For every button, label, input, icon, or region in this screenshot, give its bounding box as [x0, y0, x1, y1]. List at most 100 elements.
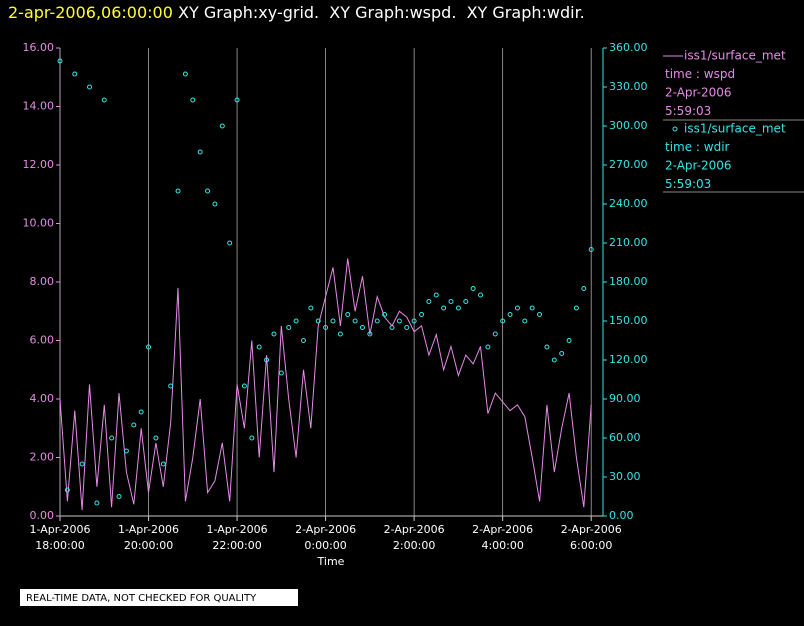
wdir-point — [131, 422, 137, 428]
y2-tick-label: 120.00 — [609, 353, 648, 366]
legend-text: 5:59:03 — [665, 104, 711, 118]
wdir-point — [448, 299, 454, 304]
legend-text: 2-Apr-2006 — [665, 86, 732, 100]
y2-tick-label: 330.00 — [609, 80, 648, 93]
wdir-point — [249, 435, 255, 441]
wdir-point — [160, 461, 166, 467]
wdir-point — [500, 318, 506, 324]
y2-tick-label: 210.00 — [609, 236, 648, 249]
wdir-point — [109, 435, 115, 441]
wdir-point — [374, 318, 380, 324]
legend-text: iss1/surface_met — [684, 49, 786, 63]
wdir-point — [190, 97, 196, 103]
wdir-point — [463, 299, 469, 304]
wdir-point — [529, 305, 535, 311]
x-tick-label: 2-Apr-2006 4:00:00 — [472, 523, 533, 552]
wdir-point — [382, 312, 388, 317]
wdir-point — [537, 312, 543, 317]
wdir-point — [286, 325, 292, 330]
wspd-line — [59, 258, 592, 511]
wdir-point — [153, 435, 159, 441]
wdir-point — [404, 325, 410, 330]
header-graphs: XY Graph:xy-grid. XY Graph:wspd. XY Grap… — [173, 3, 585, 22]
wdir-point — [544, 344, 550, 350]
y-tick-label: 2.00 — [30, 451, 55, 464]
y-tick-label: 4.00 — [30, 392, 55, 405]
legend-text: 5:59:03 — [665, 177, 711, 191]
wdir-point — [551, 357, 557, 363]
wdir-point — [308, 305, 314, 311]
y-tick-label: 6.00 — [30, 334, 55, 347]
y2-tick-label: 300.00 — [609, 119, 648, 132]
wdir-point — [315, 318, 321, 324]
wdir-point — [57, 58, 63, 64]
wdir-point — [492, 331, 498, 337]
wdir-point — [241, 383, 247, 389]
wdir-point — [271, 331, 277, 337]
wdir-point — [441, 305, 447, 311]
wdir-point — [64, 487, 70, 493]
legend-text: iss1/surface_met — [684, 122, 786, 136]
wdir-point — [146, 344, 152, 350]
wdir-point — [507, 312, 513, 317]
y-tick-label: 14.00 — [23, 100, 55, 113]
y-tick-label: 8.00 — [30, 275, 55, 288]
wdir-point — [87, 84, 93, 90]
x-axis-label: Time — [317, 555, 345, 568]
wdir-point — [293, 318, 299, 324]
y-tick-label: 0.00 — [30, 509, 55, 522]
wdir-point — [359, 325, 365, 330]
wdir-point — [514, 305, 520, 311]
wdir-point — [300, 338, 306, 343]
wdir-point — [426, 299, 432, 304]
y-tick-label: 12.00 — [23, 158, 55, 171]
y2-tick-label: 30.00 — [609, 470, 641, 483]
y2-tick-label: 270.00 — [609, 158, 648, 171]
wdir-point — [396, 318, 402, 324]
legend-marker — [672, 126, 678, 132]
wdir-point — [352, 318, 358, 324]
wdir-point — [455, 305, 461, 311]
legend-text: time : wspd — [665, 67, 735, 81]
legend-text: 2-Apr-2006 — [665, 159, 732, 173]
wdir-point — [323, 325, 329, 330]
x-tick-label: 1-Apr-2006 20:00:00 — [118, 523, 179, 552]
wdir-point — [433, 292, 439, 298]
wdir-point — [411, 318, 417, 324]
y2-tick-label: 360.00 — [609, 41, 648, 54]
wdir-point — [227, 240, 233, 246]
wdir-point — [581, 286, 587, 291]
wdir-point — [256, 344, 262, 350]
wdir-point — [175, 188, 181, 194]
y2-tick-label: 90.00 — [609, 392, 641, 405]
wdir-point — [345, 312, 351, 317]
y2-tick-label: 180.00 — [609, 275, 648, 288]
wdir-point — [197, 149, 203, 155]
wdir-point — [182, 71, 188, 77]
wdir-point — [337, 331, 343, 337]
header-timestamp: 2-apr-2006,06:00:00 — [8, 3, 173, 22]
wdir-point — [123, 448, 129, 454]
wdir-point — [367, 331, 373, 337]
wdir-point — [138, 409, 144, 415]
wdir-point — [389, 325, 395, 330]
y-tick-label: 16.00 — [23, 41, 55, 54]
wdir-point — [588, 247, 594, 252]
footer: REAL-TIME DATA, NOT CHECKED FOR QUALITY — [26, 593, 257, 604]
wdir-point — [573, 305, 579, 311]
wdir-point — [470, 286, 476, 291]
y2-tick-label: 150.00 — [609, 314, 648, 327]
wdir-point — [566, 338, 572, 343]
wdir-point — [522, 318, 528, 324]
x-tick-label: 1-Apr-2006 18:00:00 — [29, 523, 90, 552]
y2-tick-label: 0.00 — [609, 509, 634, 522]
wdir-point — [559, 351, 565, 356]
header: 2-apr-2006,06:00:00 XY Graph:xy-grid. XY… — [8, 3, 585, 22]
wdir-point — [116, 494, 122, 499]
y2-tick-label: 60.00 — [609, 431, 641, 444]
wdir-point — [478, 292, 484, 298]
wdir-point — [79, 461, 85, 467]
x-tick-label: 2-Apr-2006 2:00:00 — [384, 523, 445, 552]
